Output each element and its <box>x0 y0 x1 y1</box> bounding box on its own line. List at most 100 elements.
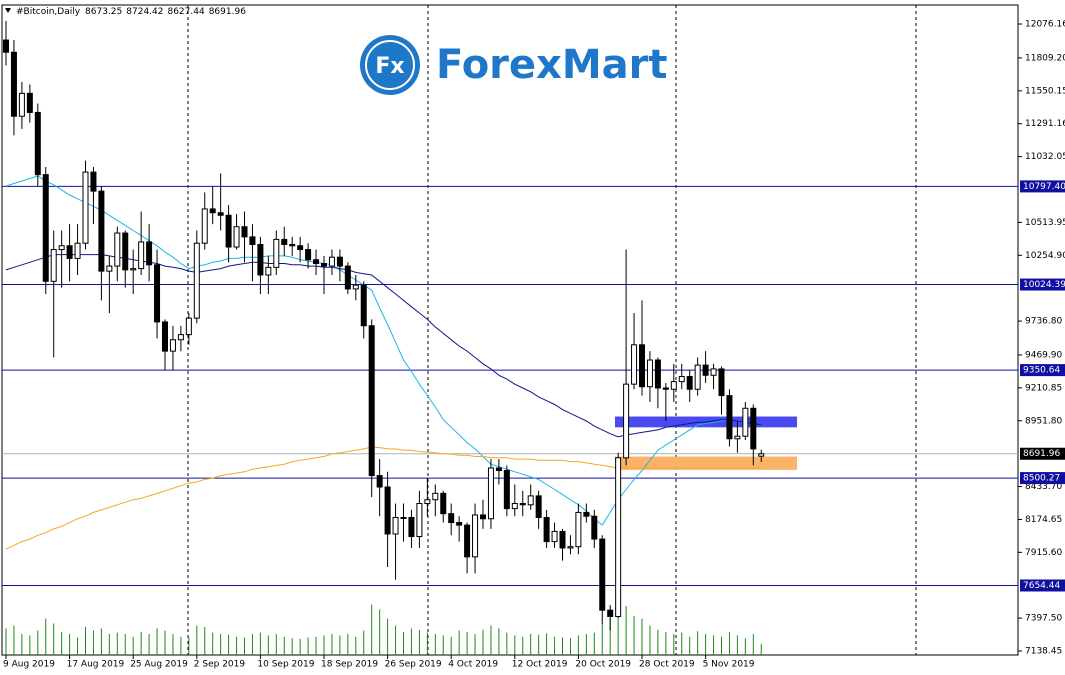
candle-body <box>639 344 645 388</box>
candle-body <box>670 381 677 390</box>
candle-body <box>130 268 137 271</box>
candle-body <box>440 492 447 515</box>
candle-body <box>758 453 765 457</box>
candle-body <box>583 511 590 517</box>
x-tick-label: 4 Oct 2019 <box>448 660 498 670</box>
y-tick-label: 9736.80 <box>1025 317 1062 327</box>
candle-body <box>726 395 733 440</box>
candle-body <box>662 387 669 390</box>
candle-body <box>710 368 717 376</box>
candle-body <box>607 609 614 618</box>
candle-body <box>98 190 105 272</box>
candle-body <box>10 51 17 117</box>
candle-body <box>201 208 208 244</box>
candle-body <box>591 515 598 540</box>
moving-average <box>5 446 762 550</box>
candle-body <box>464 524 471 558</box>
chart-title: #Bitcoin,Daily <box>16 7 81 17</box>
candle-body <box>400 516 407 519</box>
candle-body <box>360 284 367 327</box>
candle-body <box>313 259 320 265</box>
candle-body <box>631 344 638 385</box>
candle-body <box>18 92 25 117</box>
candle-body <box>336 256 343 267</box>
candle-body <box>487 467 494 520</box>
level-label: 10024.39 <box>1023 280 1065 290</box>
y-tick-label: 8433.70 <box>1025 482 1062 492</box>
candle-body <box>432 492 439 501</box>
candle-body <box>416 503 423 538</box>
logo-name: ForexMart <box>436 42 667 88</box>
y-tick-label: 11809.20 <box>1025 53 1065 63</box>
candle-body <box>344 265 351 290</box>
candle-body <box>559 530 566 549</box>
x-tick-label: 17 Aug 2019 <box>67 660 125 670</box>
y-tick-label: 9469.90 <box>1025 350 1062 360</box>
y-tick-label: 8951.80 <box>1025 416 1062 426</box>
candle-body <box>138 241 145 270</box>
candle-body <box>233 226 240 248</box>
plot-frame <box>1 4 1019 656</box>
candle-body <box>217 212 224 216</box>
header-close: 8691.96 <box>209 7 246 17</box>
candle-body <box>599 538 606 611</box>
level-label-box <box>1020 278 1065 291</box>
candle-body <box>654 359 661 389</box>
candle-body <box>58 245 65 251</box>
candle-body <box>42 174 49 282</box>
candle-body <box>456 522 463 526</box>
y-tick-label: 7915.60 <box>1025 548 1062 558</box>
candle-body <box>543 516 550 543</box>
y-tick-label: 12076.16 <box>1025 20 1065 30</box>
level-label-box <box>1020 579 1065 592</box>
candle-body <box>392 516 399 535</box>
candle-body <box>106 265 113 272</box>
candle-body <box>82 171 89 244</box>
candle-body <box>328 256 335 267</box>
moving-average <box>5 254 762 438</box>
candle-body <box>34 111 41 176</box>
x-tick-label: 12 Oct 2019 <box>512 660 568 670</box>
header-high: 8724.42 <box>126 7 163 17</box>
candle-body <box>321 263 327 267</box>
x-tick-label: 18 Sep 2019 <box>321 660 378 670</box>
candle-body <box>257 243 264 276</box>
candle-body <box>408 516 415 538</box>
candle-body <box>678 376 685 383</box>
level-label: 10797.40 <box>1023 182 1065 192</box>
x-tick-label: 20 Oct 2019 <box>575 660 631 670</box>
candle-body <box>480 514 486 520</box>
candle-body <box>122 232 129 271</box>
y-tick-label: 11291.16 <box>1025 119 1065 129</box>
candle-body <box>281 238 288 245</box>
moving-average <box>5 175 762 526</box>
candle-body <box>265 266 272 276</box>
zone <box>614 456 798 470</box>
x-tick-label: 9 Aug 2019 <box>3 660 55 670</box>
candle-body <box>448 513 455 524</box>
level-label: 9350.64 <box>1023 366 1060 376</box>
candle-body <box>26 92 33 113</box>
level-label: 7654.44 <box>1023 581 1060 591</box>
candle-body <box>193 242 200 319</box>
candle-body <box>495 467 502 472</box>
candle-body <box>535 495 542 518</box>
candle-body <box>527 495 534 506</box>
logo-circle <box>360 35 420 95</box>
brand-logo: Fx ForexMart <box>360 35 667 95</box>
y-tick-label: 11032.05 <box>1025 152 1065 162</box>
chart-header: #Bitcoin,Daily 8673.25 8724.42 8627.44 8691.… <box>16 7 246 17</box>
candle-body <box>368 325 375 477</box>
level-label-box <box>1020 364 1065 377</box>
candle-body <box>623 383 630 459</box>
candle-body <box>289 243 296 247</box>
candle-body <box>424 499 431 505</box>
candle-body <box>686 376 693 390</box>
logo-ring <box>365 40 415 90</box>
candle-body <box>734 435 741 440</box>
candle-body <box>376 475 383 488</box>
candle-body <box>694 364 701 390</box>
candle-body <box>185 317 192 336</box>
candle-body <box>646 359 653 388</box>
